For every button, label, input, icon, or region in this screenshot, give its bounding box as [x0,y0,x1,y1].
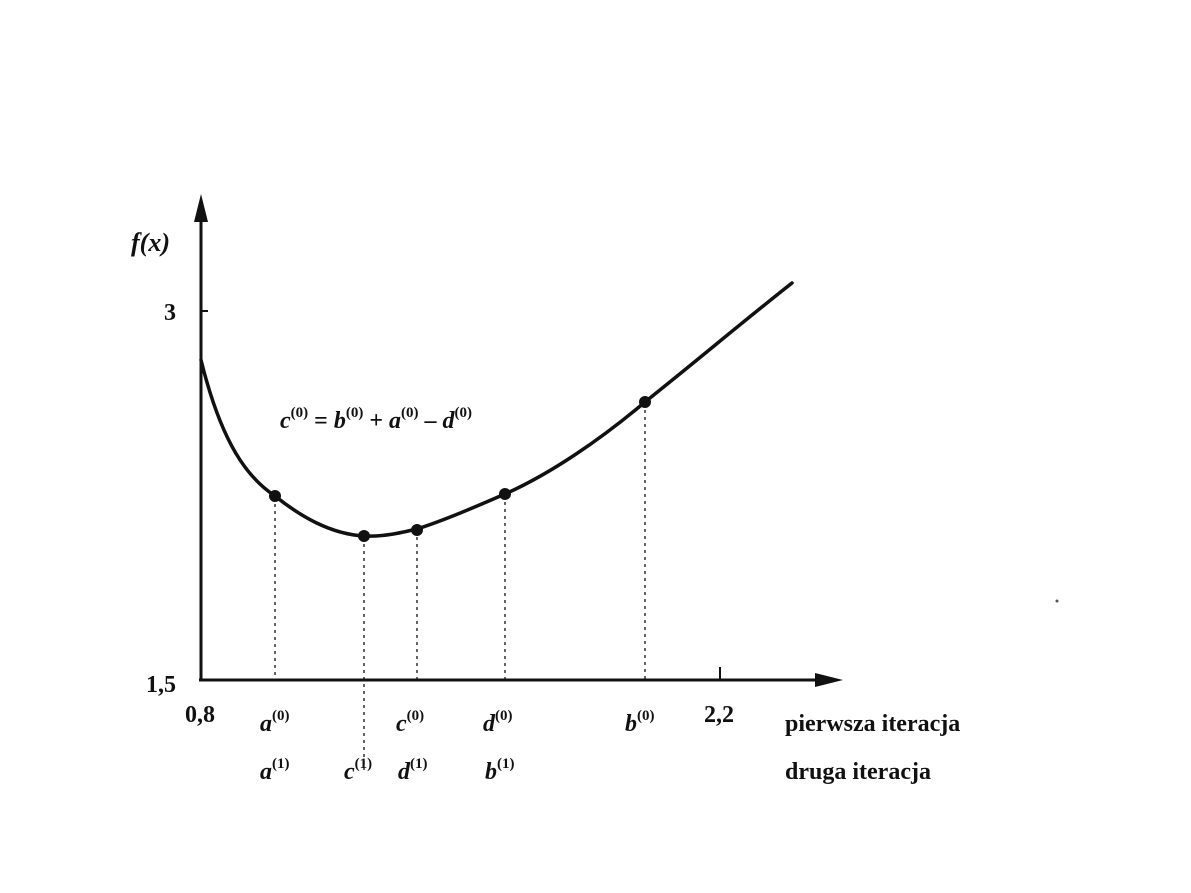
first-iteration-label: pierwsza iteracja [785,711,960,737]
formula-minus: – [419,408,443,434]
second-iter-b-sup: (1) [497,756,515,772]
formula-b: b [334,408,346,434]
y-axis-arrowhead [194,194,208,222]
formula-d-sup: (0) [455,405,473,421]
formula-c-sup: (0) [291,405,309,421]
first-iter-d-letter: d [483,711,496,737]
formula: c(0) = b(0) + a(0) – d(0) [280,405,472,434]
x-tick-label-0-8: 0,8 [185,702,215,728]
point-a0 [269,490,281,502]
second-iter-d-letter: d [398,759,411,785]
first-iter-a: a(0) [260,708,290,737]
point-c0 [411,524,423,536]
second-iter-d: d(1) [398,756,428,785]
formula-plus: + [363,408,389,434]
second-iter-b-letter: b [485,759,497,785]
first-iter-c: c(0) [396,708,424,737]
x-axis-arrowhead [815,673,843,687]
second-iter-c-sup: (1) [355,756,373,772]
first-iter-a-sup: (0) [272,708,290,724]
first-iter-d-sup: (0) [495,708,513,724]
first-iter-d: d(0) [483,708,513,737]
x-tick-label-2-2: 2,2 [704,702,734,728]
second-iter-b: b(1) [485,756,515,785]
formula-b-sup: (0) [346,405,364,421]
formula-a-sup: (0) [401,405,419,421]
point-b0 [639,396,651,408]
first-iter-a-letter: a [260,711,272,737]
second-iteration-label: druga iteracja [785,759,931,785]
drop-lines [274,403,646,770]
point-d0 [499,488,511,500]
first-iter-b-sup: (0) [637,708,655,724]
y-tick-label-3: 3 [164,300,176,326]
second-iter-a-letter: a [260,759,272,785]
formula-d: d [443,408,456,434]
first-iter-b-letter: b [625,711,637,737]
second-iter-a: a(1) [260,756,290,785]
second-iter-c: c(1) [344,756,372,785]
y-tick-label-1-5: 1,5 [146,672,176,698]
second-iter-d-sup: (1) [410,756,428,772]
formula-c: c [280,408,291,434]
second-iter-c-letter: c [344,759,355,785]
axes [194,194,843,687]
curve-points [269,396,651,542]
y-axis-label: f(x) [131,228,170,257]
formula-eq: = [308,408,334,434]
first-iter-b: b(0) [625,708,655,737]
scan-speck [1055,599,1059,603]
point-c1 [358,530,370,542]
second-iter-a-sup: (1) [272,756,290,772]
first-iter-c-sup: (0) [407,708,425,724]
formula-a: a [389,408,401,434]
first-iter-c-letter: c [396,711,407,737]
